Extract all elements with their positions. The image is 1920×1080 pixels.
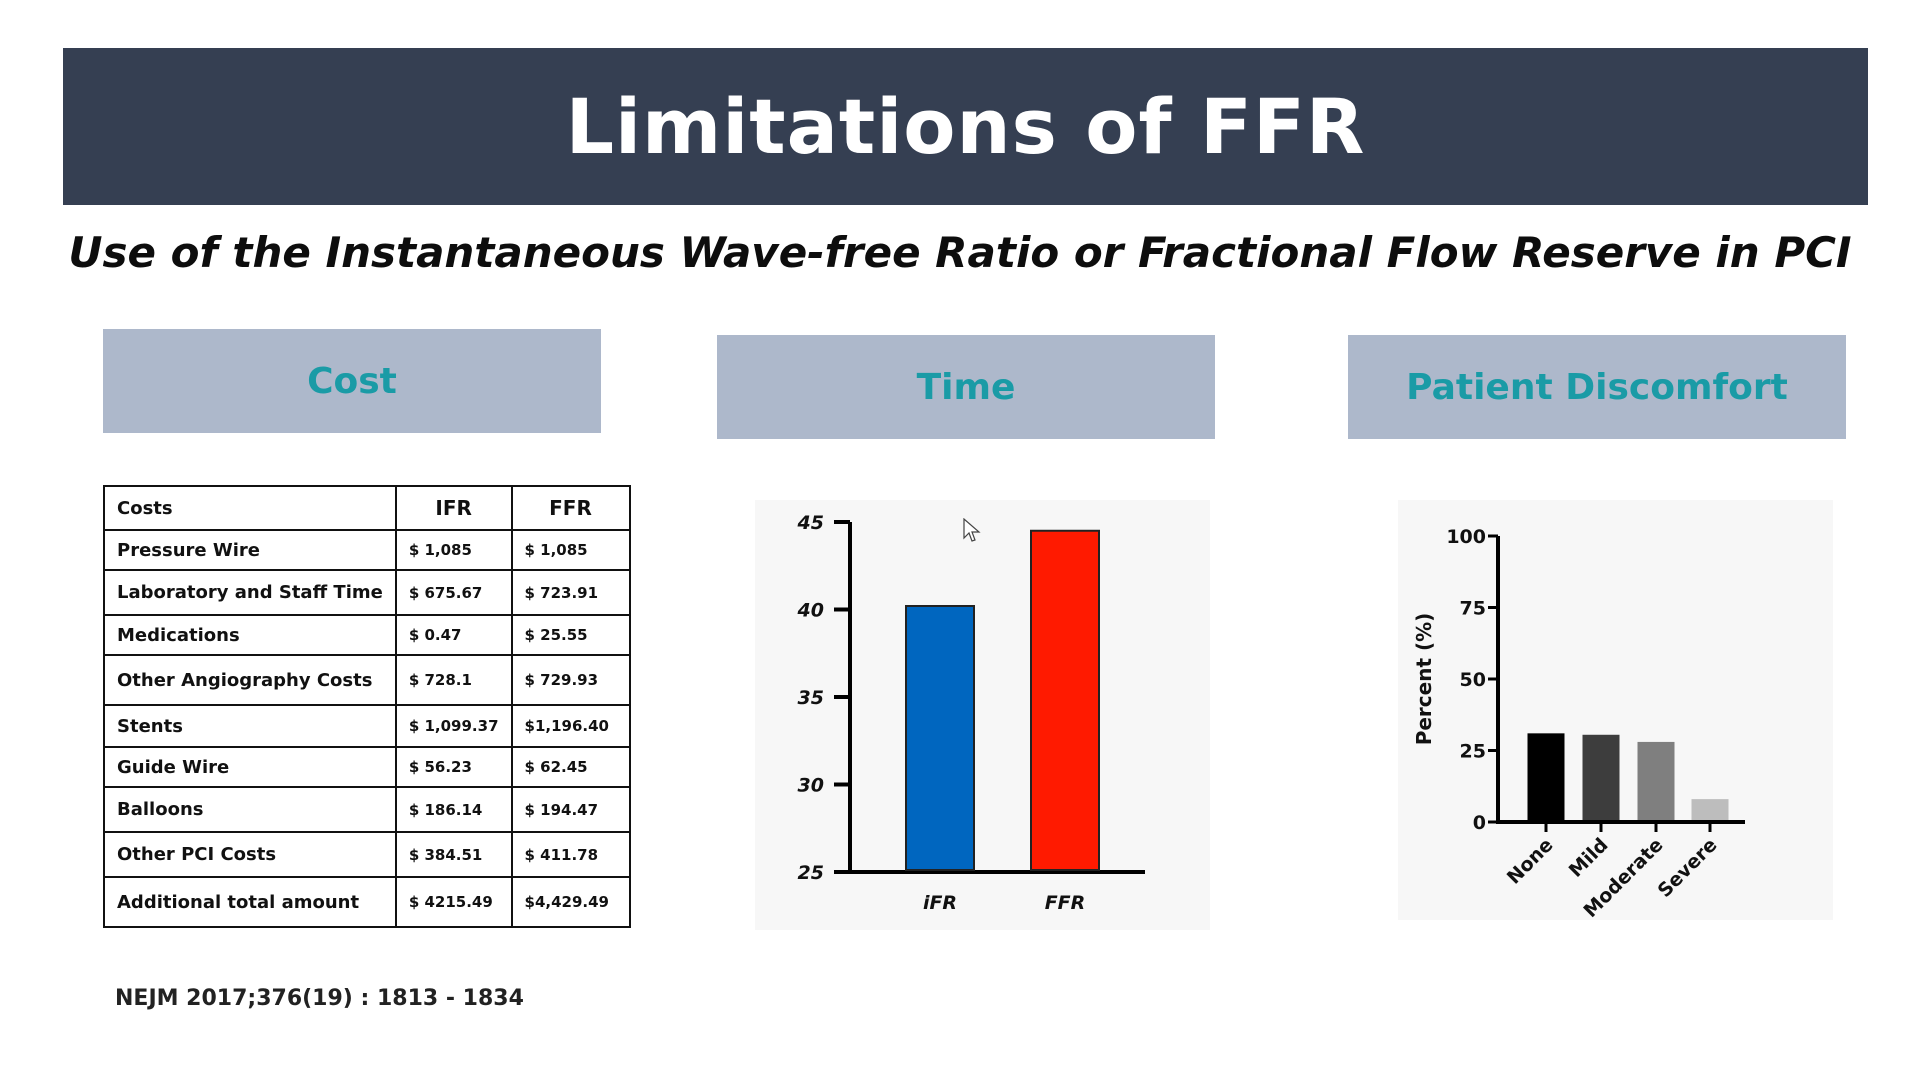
section-header-time: Time: [717, 335, 1215, 439]
y-tick-label: 35: [798, 687, 824, 709]
time-chart: 25 30 35 40 45 iFR FFR: [755, 500, 1210, 930]
table-row: Other PCI Costs $ 384.51 $ 411.78: [103, 831, 631, 878]
y-axis-label: Percent (%): [1412, 613, 1436, 746]
table-row: Guide Wire $ 56.23 $ 62.45: [103, 746, 631, 788]
header-costs: Costs: [103, 485, 397, 531]
ffr-cost-value: $ 25.55: [510, 614, 631, 656]
cost-item-label: Laboratory and Staff Time: [103, 569, 397, 616]
header-ifr: IFR: [394, 485, 513, 531]
bar-none: [1527, 733, 1565, 820]
y-tick-label: 40: [797, 600, 824, 622]
ifr-cost-value: $ 728.1: [394, 654, 513, 706]
cost-item-label: Pressure Wire: [103, 529, 397, 571]
table-header-row: Costs IFR FFR: [103, 485, 631, 531]
section-header-patient-discomfort: Patient Discomfort: [1348, 335, 1846, 439]
ffr-cost-value: $ 411.78: [510, 831, 631, 878]
table-row: Stents $ 1,099.37 $1,196.40: [103, 704, 631, 748]
x-tick-label: iFR: [923, 892, 957, 914]
cost-item-label: Medications: [103, 614, 397, 656]
cost-item-label: Stents: [103, 704, 397, 748]
table-row: Balloons $ 186.14 $ 194.47: [103, 786, 631, 833]
table-row: Other Angiography Costs $ 728.1 $ 729.93: [103, 654, 631, 706]
x-tick-label: Severe: [1654, 834, 1722, 902]
ifr-cost-value: $ 56.23: [394, 746, 513, 788]
cost-item-label: Other Angiography Costs: [103, 654, 397, 706]
table-row: Laboratory and Staff Time $ 675.67 $ 723.9…: [103, 569, 631, 616]
y-tick-label: 30: [798, 775, 824, 797]
cost-table: Costs IFR FFR Pressure Wire $ 1,085 $ 1,08…: [103, 485, 631, 928]
bar-moderate: [1637, 741, 1675, 820]
ifr-cost-value: $ 186.14: [394, 786, 513, 833]
title-bar: Limitations of FFR: [63, 48, 1868, 205]
mouse-cursor-icon: [963, 517, 981, 549]
ffr-cost-value: $ 723.91: [510, 569, 631, 616]
time-bar-chart: 25 30 35 40 45 iFR FFR: [797, 512, 1145, 914]
ffr-cost-value: $ 729.93: [510, 654, 631, 706]
table-row: Medications $ 0.47 $ 25.55: [103, 614, 631, 656]
bar-ffr: [1030, 529, 1100, 871]
y-tick-label: 50: [1460, 669, 1486, 691]
x-tick-label: None: [1503, 834, 1558, 889]
ffr-cost-value: $ 62.45: [510, 746, 631, 788]
slide-title: Limitations of FFR: [565, 82, 1366, 171]
y-tick-label: 25: [1460, 741, 1486, 763]
ifr-cost-value: $ 4215.49: [394, 876, 513, 928]
y-tick-label: 75: [1460, 598, 1486, 620]
slide-subtitle: Use of the Instantaneous Wave-free Ratio…: [68, 228, 1852, 277]
bar-severe: [1691, 799, 1729, 820]
x-tick-label: FFR: [1045, 892, 1086, 914]
bar-ifr: [905, 605, 975, 871]
discomfort-chart: 0 25 50 75 100 Percent (%) None Mild Moderate Sev…: [1398, 500, 1833, 922]
cost-item-label: Other PCI Costs: [103, 831, 397, 878]
ffr-cost-value: $ 194.47: [510, 786, 631, 833]
y-tick-label: 45: [797, 512, 824, 534]
cost-item-label: Additional total amount: [103, 876, 397, 928]
ifr-cost-value: $ 1,085: [394, 529, 513, 571]
ifr-cost-value: $ 675.67: [394, 569, 513, 616]
ifr-cost-value: $ 1,099.37: [394, 704, 513, 748]
y-tick-label: 100: [1446, 526, 1486, 548]
section-header-cost: Cost: [103, 329, 601, 433]
ifr-cost-value: $ 384.51: [394, 831, 513, 878]
ffr-cost-value: $1,196.40: [510, 704, 631, 748]
y-tick-label: 0: [1473, 812, 1486, 834]
cost-item-label: Guide Wire: [103, 746, 397, 788]
table-row: Additional total amount $ 4215.49 $4,429.4…: [103, 876, 631, 928]
cost-item-label: Balloons: [103, 786, 397, 833]
ffr-cost-value: $4,429.49: [510, 876, 631, 928]
y-tick-label: 25: [798, 862, 824, 884]
ifr-cost-value: $ 0.47: [394, 614, 513, 656]
ffr-cost-value: $ 1,085: [510, 529, 631, 571]
header-ffr: FFR: [510, 485, 631, 531]
bar-mild: [1582, 734, 1620, 820]
reference-citation: NEJM 2017;376(19) : 1813 - 1834: [115, 986, 524, 1011]
x-tick-label: Mild: [1565, 834, 1613, 882]
table-row: Pressure Wire $ 1,085 $ 1,085: [103, 529, 631, 571]
